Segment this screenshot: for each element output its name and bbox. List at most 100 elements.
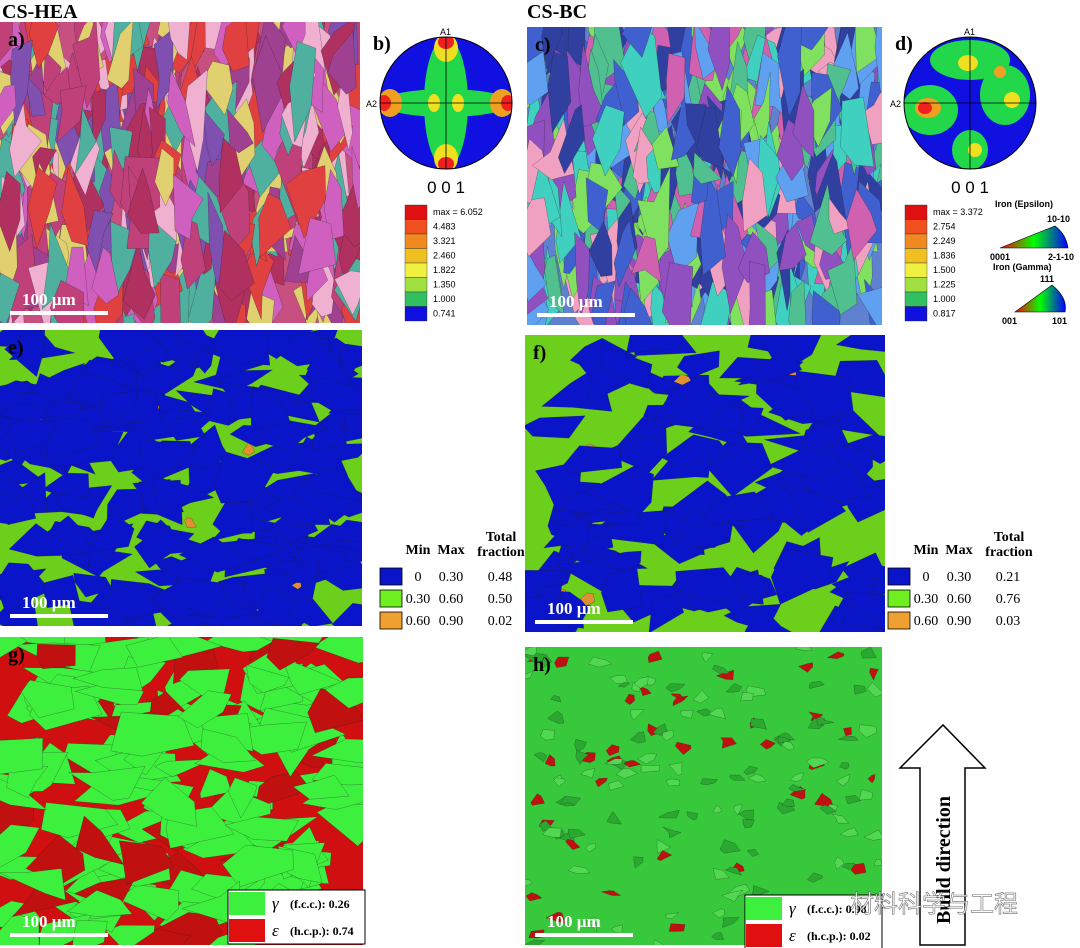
grain xyxy=(200,728,257,763)
colorbar-step xyxy=(904,233,928,249)
grain xyxy=(543,514,590,549)
grain xyxy=(21,679,75,719)
grain xyxy=(707,27,731,92)
grain xyxy=(134,928,192,945)
colorbar-label: 1.000 xyxy=(433,294,456,304)
grain xyxy=(778,222,807,271)
colorbar-step xyxy=(404,233,428,249)
grain xyxy=(665,683,686,693)
grain xyxy=(850,862,867,875)
grain xyxy=(258,193,292,259)
header: CS-BC xyxy=(527,1,587,23)
grain xyxy=(604,758,623,765)
grains xyxy=(0,22,360,323)
grain xyxy=(759,739,776,750)
colorbar-label: 1.822 xyxy=(433,265,456,275)
grain xyxy=(0,22,13,62)
grain xyxy=(125,637,184,668)
grain xyxy=(110,711,195,757)
panel-label: f) xyxy=(533,342,546,364)
grain xyxy=(98,330,162,363)
colorbar-step xyxy=(904,277,928,293)
pf-direction: 0 0 1 xyxy=(951,178,989,197)
grain xyxy=(608,780,625,791)
grain xyxy=(756,376,814,421)
grain xyxy=(668,762,683,776)
grain xyxy=(794,647,814,652)
ipf-corner: 111 xyxy=(1040,274,1054,284)
table-cell: 0.60 xyxy=(914,614,939,629)
watermark: 材料科学与工程 xyxy=(850,890,1018,918)
panel-label: d) xyxy=(895,33,913,55)
grain xyxy=(633,676,649,689)
grain xyxy=(166,417,206,441)
grain xyxy=(712,908,725,919)
scale-bar-label: 100 µm xyxy=(22,593,76,612)
grain xyxy=(530,793,545,806)
grain xyxy=(846,188,878,261)
grain xyxy=(668,923,686,932)
grain xyxy=(167,22,191,61)
grain xyxy=(828,804,838,813)
grain xyxy=(314,557,362,591)
grain xyxy=(671,88,696,161)
grain xyxy=(527,50,549,105)
table-cell: 0.48 xyxy=(488,570,513,585)
grain xyxy=(0,868,66,901)
grain xyxy=(839,762,850,770)
grain xyxy=(327,30,357,95)
grain xyxy=(0,913,40,945)
grain xyxy=(334,270,360,316)
grain xyxy=(828,197,853,235)
table-cell: 0.50 xyxy=(488,592,513,607)
grain xyxy=(811,290,841,325)
grain xyxy=(676,350,720,378)
grain xyxy=(188,614,257,626)
grain xyxy=(545,911,567,925)
grain xyxy=(222,844,294,888)
grain xyxy=(665,778,680,787)
colorbar-step xyxy=(904,204,928,220)
colorbar-label: 2.460 xyxy=(433,251,456,261)
grain xyxy=(205,330,271,366)
grain xyxy=(637,753,658,765)
grain xyxy=(0,273,20,323)
colorbar-step xyxy=(404,219,428,235)
grain xyxy=(547,710,565,724)
colorbar-step xyxy=(404,306,428,322)
grain xyxy=(351,146,360,210)
table-cell: 0.03 xyxy=(996,614,1021,629)
phase-text: (f.c.c.): 0.98 xyxy=(807,902,867,916)
grain xyxy=(72,920,108,945)
grain xyxy=(525,939,546,945)
grain xyxy=(592,104,625,177)
grain xyxy=(740,691,754,702)
grain xyxy=(540,729,555,741)
grain xyxy=(585,920,597,932)
grain xyxy=(588,656,612,668)
grain xyxy=(585,843,596,853)
ipf-corner: 2-1-10 xyxy=(1048,252,1074,262)
micrograph: c) 100 µm xyxy=(527,27,882,325)
grain xyxy=(718,85,742,178)
grain xyxy=(72,22,101,109)
phase-swatch xyxy=(229,919,265,942)
grain xyxy=(777,736,792,744)
grain xyxy=(527,249,547,303)
grain xyxy=(42,472,90,498)
grain xyxy=(874,858,882,866)
grain xyxy=(600,435,668,473)
grain xyxy=(661,434,732,467)
pf-axis: A1 xyxy=(964,27,975,37)
grain xyxy=(241,442,256,456)
grain xyxy=(72,667,143,691)
grain xyxy=(793,27,829,51)
grain xyxy=(312,637,363,664)
grain xyxy=(213,451,277,504)
micrograph: a) 100 µm xyxy=(0,22,360,323)
colorbar-label: 1.225 xyxy=(933,280,956,290)
colorbar-step xyxy=(404,204,428,220)
grain xyxy=(138,438,198,481)
grain xyxy=(567,865,591,875)
grain xyxy=(600,344,653,389)
